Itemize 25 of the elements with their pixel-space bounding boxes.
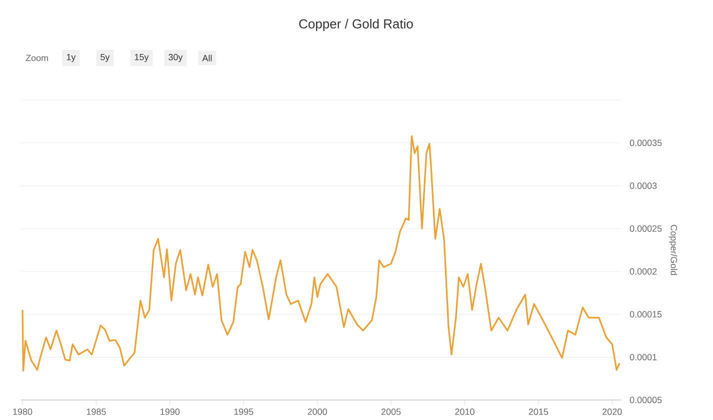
text: 30y [168, 54, 183, 62]
text: 15y [134, 54, 149, 62]
x-tick-label: 1995 [234, 408, 254, 415]
text: 1y [66, 54, 76, 62]
x-tick-label: 1990 [160, 408, 180, 415]
y-axis-title: Copper/Gold [668, 224, 678, 275]
line-series [22, 135, 620, 372]
y-tick-label: 0.0002 [630, 268, 657, 275]
y-tick-label: 0.00015 [630, 311, 662, 318]
y-tick-label: 0.00025 [630, 225, 662, 232]
text: All [202, 54, 212, 62]
x-tick-label: 1980 [13, 408, 32, 415]
x-tick-label: 2020 [602, 408, 622, 415]
y-tick-label: 0.0003 [630, 182, 657, 189]
y-tick-label: 0.00005 [630, 396, 662, 404]
x-tick-label: 2005 [381, 408, 401, 415]
x-tick-label: 2010 [455, 408, 474, 415]
y-tick-label: 0.0001 [630, 354, 657, 360]
text: Zoom [26, 54, 48, 62]
x-tick-label: 1985 [86, 408, 106, 415]
x-tick-label: 2015 [528, 408, 548, 415]
text: 5y [100, 54, 110, 62]
x-tick-label: 2000 [308, 408, 327, 415]
y-tick-label: 0.00035 [630, 140, 662, 146]
chart-title: Copper / Gold Ratio [299, 18, 413, 32]
